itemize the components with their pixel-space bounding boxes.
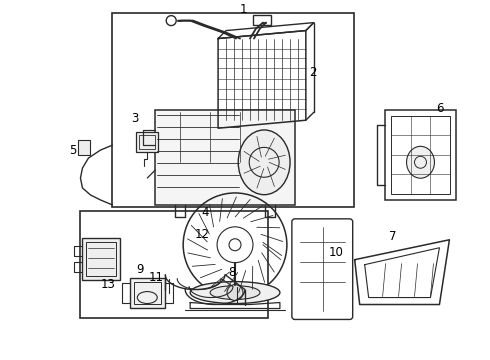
Circle shape xyxy=(227,285,243,301)
Text: 11: 11 xyxy=(149,271,164,284)
Bar xyxy=(112,13,354,207)
Ellipse shape xyxy=(238,130,290,195)
Ellipse shape xyxy=(407,146,435,178)
Bar xyxy=(385,110,456,200)
Bar xyxy=(78,140,91,155)
Bar xyxy=(155,110,295,205)
Ellipse shape xyxy=(210,285,260,300)
Text: 1: 1 xyxy=(239,3,247,16)
Text: 13: 13 xyxy=(101,278,116,291)
Text: 2: 2 xyxy=(309,66,317,79)
Bar xyxy=(130,278,165,307)
Bar xyxy=(80,211,268,319)
Text: 3: 3 xyxy=(132,112,139,125)
Bar xyxy=(253,15,271,24)
Bar xyxy=(134,282,161,303)
Ellipse shape xyxy=(190,282,280,303)
Text: 10: 10 xyxy=(328,246,343,259)
Bar xyxy=(391,116,450,194)
Text: 8: 8 xyxy=(228,266,236,279)
Text: 7: 7 xyxy=(389,230,396,243)
Bar xyxy=(82,238,121,280)
Text: 12: 12 xyxy=(195,228,210,241)
Text: 9: 9 xyxy=(137,263,144,276)
Text: 4: 4 xyxy=(201,206,209,219)
Text: 6: 6 xyxy=(436,102,443,115)
Bar xyxy=(86,242,116,276)
Bar xyxy=(136,132,158,152)
Text: 5: 5 xyxy=(69,144,76,157)
Bar xyxy=(139,135,155,149)
